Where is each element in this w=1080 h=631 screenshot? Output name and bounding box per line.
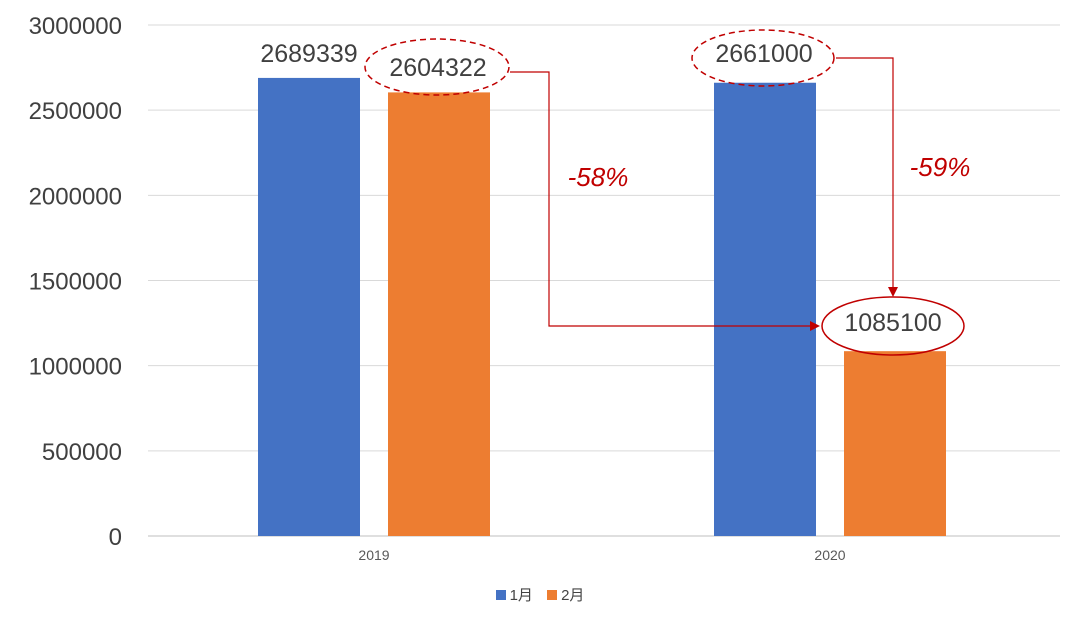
bar-2020-series-2 (844, 351, 946, 536)
data-label: 2689339 (260, 40, 357, 68)
legend-item-series-1: 1月 (495, 584, 533, 605)
data-label: 1085100 (844, 309, 941, 337)
x-tick-label: 2019 (358, 547, 389, 563)
highlight-ellipse (364, 38, 510, 96)
legend-swatch-series-2 (547, 589, 558, 600)
data-label: 2661000 (715, 40, 812, 68)
bar-2019-series-1 (258, 77, 360, 536)
y-tick-label: 3000000 (29, 13, 122, 40)
y-tick-label: 0 (109, 524, 122, 551)
connector-arrow (836, 57, 898, 297)
y-tick-label: 500000 (42, 439, 122, 466)
bars (258, 77, 946, 537)
x-tick-label: 2020 (814, 547, 845, 563)
y-tick-label: 1000000 (29, 354, 122, 381)
legend-label-series-1: 1月 (509, 587, 533, 604)
bar-2020-series-1 (714, 82, 816, 537)
y-tick-label: 2000000 (29, 183, 122, 210)
change-annotation: -59% (910, 152, 971, 182)
highlight-ellipse (691, 29, 835, 87)
connector-arrow (510, 71, 820, 331)
data-label: 2604322 (389, 54, 486, 82)
y-axis-ticks: 0 500000 1000000 1500000 2000000 2500000 30000… (29, 13, 122, 551)
legend-item-series-2: 2月 (547, 584, 584, 605)
legend-label-series-2: 2月 (561, 587, 585, 604)
change-annotations: -58% -59% (364, 29, 971, 356)
x-axis-ticks: 2019 2020 (358, 547, 845, 563)
y-tick-label: 2500000 (29, 98, 122, 125)
bar-2019-series-2 (388, 92, 490, 536)
legend-swatch-series-1 (495, 589, 506, 600)
legend: 1月 2月 (0, 584, 1080, 605)
change-annotation: -58% (568, 162, 629, 192)
highlight-ellipse (821, 296, 965, 356)
data-labels: 2689339 2604322 2661000 1085100 (260, 40, 941, 337)
y-tick-label: 1500000 (29, 269, 122, 296)
